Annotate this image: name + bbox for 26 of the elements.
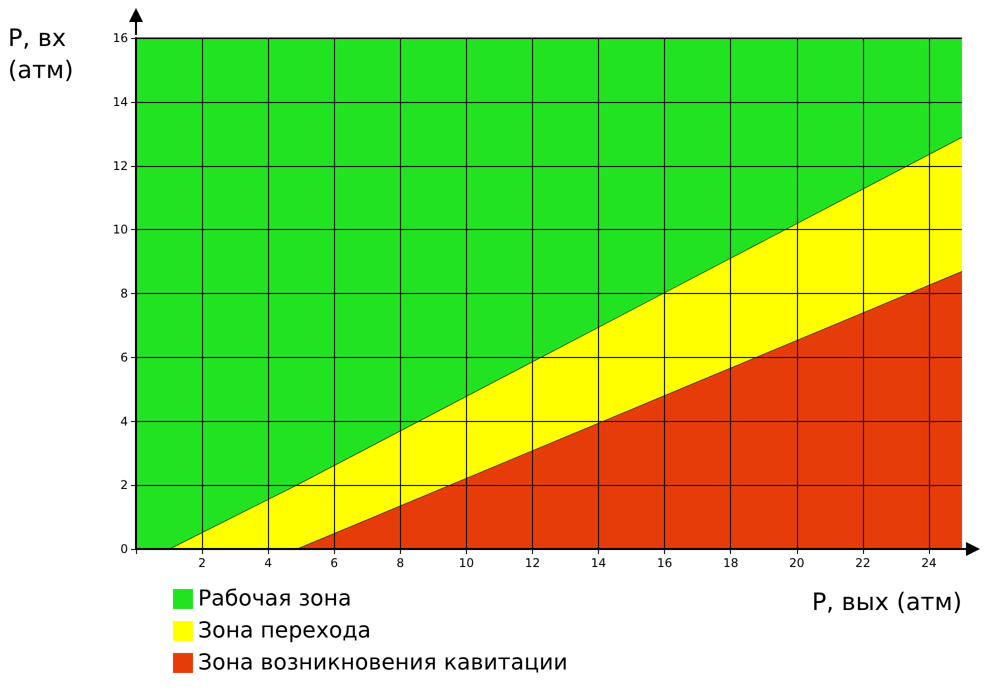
x-tick-label: 16 <box>657 556 672 570</box>
y-tick-label: 6 <box>120 350 128 364</box>
x-tick-label: 14 <box>590 556 606 570</box>
legend-label: Зона перехода <box>198 618 372 644</box>
y-tick-label: 8 <box>120 286 128 300</box>
legend-label: Зона возникновения кавитации <box>198 650 568 676</box>
x-tick-label: 18 <box>723 556 738 570</box>
x-tick-label: 10 <box>458 556 474 570</box>
legend-label: Рабочая зона <box>198 586 352 612</box>
y-tick-label: 4 <box>120 414 128 428</box>
x-tick-label: 6 <box>330 556 338 570</box>
x-tick-label: 20 <box>789 556 804 570</box>
x-tick-label: 4 <box>264 556 272 570</box>
x-tick-label: 24 <box>921 556 937 570</box>
x-tick-label: 8 <box>396 556 404 570</box>
x-tick-label: 22 <box>855 556 871 570</box>
x-axis-title: P, вых (атм) <box>812 588 962 616</box>
y-tick-label: 16 <box>112 31 128 45</box>
x-tick-label: 2 <box>198 556 206 570</box>
y-axis-title: P, вх (атм) <box>8 24 74 84</box>
y-tick-label: 12 <box>112 158 128 173</box>
x-tick-label: 12 <box>524 556 540 570</box>
y-tick-label: 2 <box>120 478 128 492</box>
y-tick-label: 0 <box>120 542 128 556</box>
y-tick-label: 14 <box>112 94 128 109</box>
y-tick-label: 10 <box>112 222 128 237</box>
